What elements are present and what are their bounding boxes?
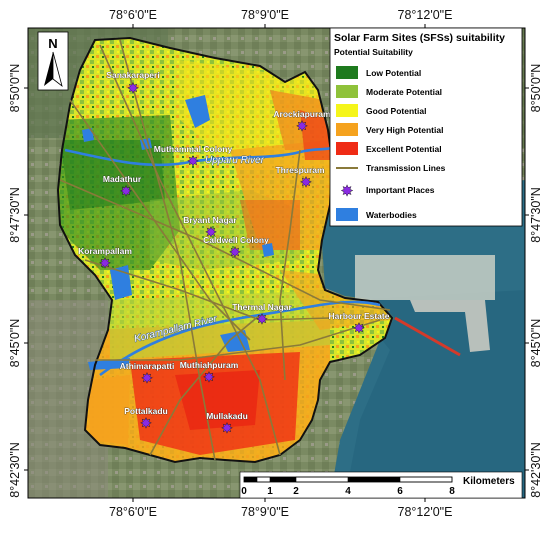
lat-label-right: 8°42'30"N: [529, 442, 543, 498]
lon-label-top: 78°9'0"E: [241, 8, 289, 22]
legend-label: Very High Potential: [366, 125, 443, 135]
scale-unit-label: Kilometers: [463, 476, 515, 487]
legend: Solar Farm Sites (SFSs) suitability Pote…: [329, 27, 523, 227]
lon-label-top: 78°12'0"E: [398, 8, 453, 22]
place-marker: ✸: [120, 183, 132, 199]
place-label: Arockiapuram: [273, 109, 331, 119]
lon-label-bottom: 78°12'0"E: [398, 505, 453, 519]
lon-label-bottom: 78°9'0"E: [241, 505, 289, 519]
legend-swatch-very-high: [336, 123, 358, 136]
harbour-breakwater: [410, 300, 490, 352]
place-label: Harbour Estate: [329, 311, 390, 321]
upparu-river-line: [64, 146, 333, 167]
place-labels: Sanakaraperi Arockiapuram Muthammal Colo…: [78, 70, 390, 422]
svg-text:✸: ✸: [140, 415, 152, 431]
legend-swatch-low: [336, 66, 358, 79]
lon-label-top: 78°6'0"E: [109, 8, 157, 22]
lon-label-bottom: 78°6'0"E: [109, 505, 157, 519]
north-arrow: N: [37, 31, 69, 91]
svg-text:✸: ✸: [256, 311, 268, 327]
lat-label-left: 8°45'0"N: [8, 319, 22, 368]
lat-label-right: 8°47'30"N: [529, 187, 543, 243]
legend-label: Excellent Potential: [366, 144, 442, 154]
place-label: Pottalkadu: [124, 406, 167, 416]
svg-text:✸: ✸: [99, 255, 111, 271]
graticule-ticks: [24, 24, 529, 502]
place-marker: ✸: [205, 224, 217, 240]
legend-label: Low Potential: [366, 68, 421, 78]
scale-tick-label: 8: [449, 486, 455, 497]
place-marker: ✸: [127, 80, 139, 96]
scale-tick-label: 0: [241, 486, 247, 497]
svg-text:✸: ✸: [229, 244, 241, 260]
suitability-layer: [56, 36, 394, 464]
legend-label: Good Potential: [366, 106, 426, 116]
lat-label-left: 8°42'30"N: [8, 442, 22, 498]
legend-star-icon: ✸: [341, 183, 354, 200]
legend-swatch-excellent: [336, 142, 358, 155]
place-label: Muthammal Colony: [154, 144, 233, 154]
svg-text:✸: ✸: [353, 320, 365, 336]
svg-text:✸: ✸: [221, 420, 233, 436]
place-label: Athimarapatti: [120, 361, 175, 371]
lat-label-left: 8°47'30"N: [8, 187, 22, 243]
place-label: Caldwell Colony: [203, 235, 269, 245]
place-marker: ✸: [296, 118, 308, 134]
place-label: Thermal Nagar: [232, 302, 292, 312]
legend-box: [329, 27, 523, 227]
place-marker: ✸: [229, 244, 241, 260]
scale-bar: 0 1 2 4 6 8 Kilometers: [239, 471, 523, 499]
salt-pans: [355, 255, 495, 300]
river-label-upparu: Upparu River: [205, 155, 265, 166]
svg-text:✸: ✸: [127, 80, 139, 96]
place-label: Korampallam: [78, 246, 132, 256]
lat-label-left: 8°50'0"N: [8, 64, 22, 113]
place-label: Threspuram: [275, 165, 325, 175]
lat-label-right: 8°50'0"N: [529, 64, 543, 113]
legend-label: Important Places: [366, 185, 435, 195]
scale-tick-label: 1: [267, 486, 273, 497]
svg-text:✸: ✸: [120, 183, 132, 199]
place-marker: ✸: [353, 320, 365, 336]
legend-label: Transmission Lines: [366, 163, 446, 173]
north-arrow-icon: [44, 52, 53, 86]
place-marker: ✸: [203, 369, 215, 385]
legend-title: Solar Farm Sites (SFSs) suitability: [334, 32, 505, 44]
legend-label: Moderate Potential: [366, 87, 442, 97]
place-marker: ✸: [140, 415, 152, 431]
place-marker: ✸: [99, 255, 111, 271]
place-marker: ✸: [221, 420, 233, 436]
lat-label-right: 8°45'0"N: [529, 319, 543, 368]
north-arrow-label: N: [48, 36, 57, 51]
place-marker: ✸: [300, 174, 312, 190]
legend-swatch-moderate: [336, 85, 358, 98]
svg-text:✸: ✸: [205, 224, 217, 240]
svg-text:✸: ✸: [296, 118, 308, 134]
waterbodies: [82, 95, 274, 370]
svg-text:✸: ✸: [203, 369, 215, 385]
place-marker: ✸: [141, 370, 153, 386]
scale-tick-label: 6: [397, 486, 403, 497]
place-label: Bryant Nagar: [183, 215, 237, 225]
legend-swatch-waterbodies: [336, 208, 358, 221]
place-marker: ✸: [256, 311, 268, 327]
place-label: Mullakadu: [206, 411, 248, 421]
transmission-lines: [59, 39, 391, 461]
place-label: Muthiahpuram: [180, 360, 239, 370]
legend-subtitle: Potential Suitability: [334, 47, 413, 57]
place-label: Madathur: [103, 174, 142, 184]
scale-tick-label: 4: [345, 486, 351, 497]
svg-text:✸: ✸: [141, 370, 153, 386]
svg-text:✸: ✸: [187, 153, 199, 169]
legend-label: Waterbodies: [366, 210, 417, 220]
study-area-boundary: [56, 36, 394, 464]
place-marker: ✸: [187, 153, 199, 169]
important-places: ✸ ✸ ✸ ✸ ✸ ✸ ✸ ✸ ✸ ✸ ✸ ✸ ✸ ✸: [99, 80, 365, 436]
place-label: Sanakaraperi: [106, 70, 159, 80]
legend-swatch-good: [336, 104, 358, 117]
svg-text:✸: ✸: [300, 174, 312, 190]
scale-tick-label: 2: [293, 486, 299, 497]
